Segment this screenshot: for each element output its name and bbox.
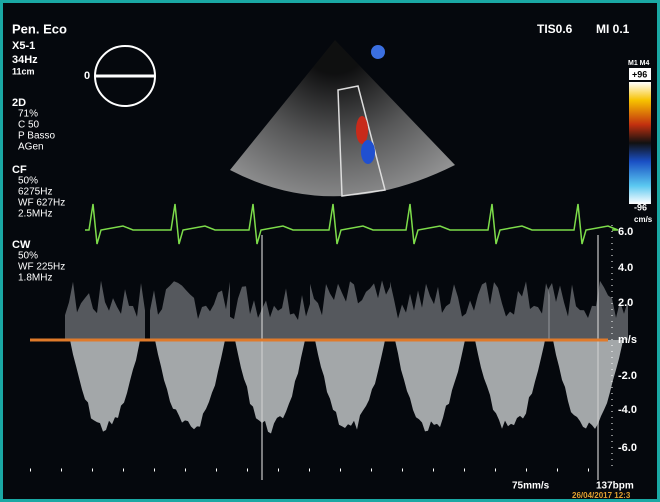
setting-line: 1.8MHz <box>18 273 52 284</box>
velocity-tick: m/s <box>618 334 637 346</box>
velocity-tick: 6.0 <box>618 226 633 238</box>
probe: X5-1 <box>12 40 35 52</box>
color-bottom: -96 <box>634 202 647 212</box>
setting-line: 71% <box>18 109 38 120</box>
setting-title: CW <box>12 239 31 251</box>
setting-line: 6275Hz <box>18 187 52 198</box>
sweep-speed: 75mm/s <box>512 481 550 492</box>
velocity-tick: 4.0 <box>618 262 633 274</box>
velocity-tick: 2.0 <box>618 297 633 309</box>
setting-title: CF <box>12 164 27 176</box>
color-top: +96 <box>632 69 647 79</box>
setting-line: 2.5MHz <box>18 209 52 220</box>
setting-line: WF 225Hz <box>18 262 65 273</box>
depth: 11cm <box>12 66 35 76</box>
setting-line: 50% <box>18 176 38 187</box>
setting-line: AGen <box>18 142 44 153</box>
tis: TIS0.6 <box>537 22 573 36</box>
color-flow <box>356 116 368 144</box>
setting-line: C 50 <box>18 120 40 131</box>
orientation-angle: 0 <box>84 70 90 82</box>
setting-line: P Basso <box>18 131 55 142</box>
ultrasound-screen: Pen. Eco X5-1 34Hz 11cm TIS0.6 MI 0.1 0 … <box>0 0 660 502</box>
velocity-tick: -4.0 <box>618 404 637 416</box>
setting-line: WF 627Hz <box>18 198 65 209</box>
velocity-tick: -6.0 <box>618 442 637 454</box>
frame-rate: 34Hz <box>12 54 38 66</box>
screen: Pen. Eco X5-1 34Hz 11cm TIS0.6 MI 0.1 0 … <box>0 0 660 502</box>
mode: Pen. Eco <box>12 21 67 36</box>
color-map: M1 M4 <box>628 60 650 67</box>
setting-title: 2D <box>12 97 26 109</box>
mi: MI 0.1 <box>596 22 630 36</box>
setting-line: 50% <box>18 251 38 262</box>
heart-rate: 137bpm <box>596 481 634 492</box>
velocity-tick: -2.0 <box>618 370 637 382</box>
color-flow <box>361 140 375 164</box>
datetime: 26/04/2017 12:3 <box>572 491 631 500</box>
probe-marker <box>371 45 385 59</box>
color-unit: cm/s <box>634 215 653 224</box>
color-bar <box>629 82 651 204</box>
